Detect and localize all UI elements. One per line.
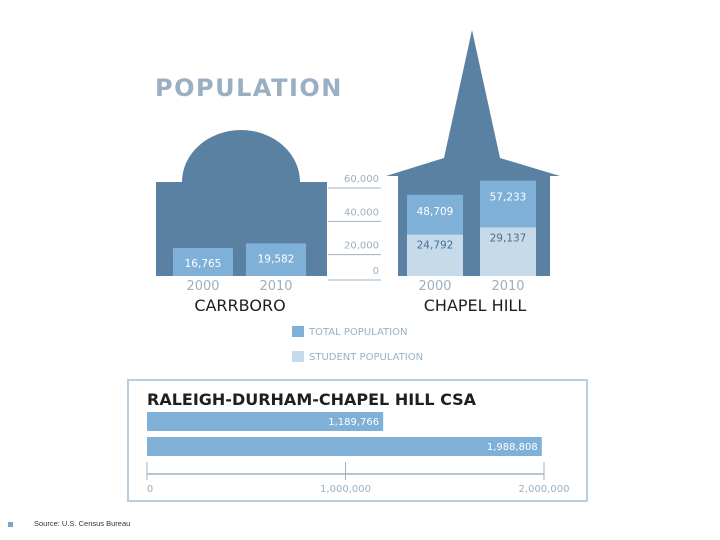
csa-panel: RALEIGH-DURHAM-CHAPEL HILL CSA 1,189,766…	[127, 379, 588, 502]
csa-bar-label: 1,189,766	[328, 417, 379, 428]
source-bullet	[8, 522, 13, 527]
y-tick-label: 60,000	[344, 174, 379, 185]
carrboro-dome	[182, 130, 300, 182]
csa-bars: 1,189,766 1,988,808	[147, 412, 542, 456]
csa-title: RALEIGH-DURHAM-CHAPEL HILL CSA	[147, 390, 477, 409]
csa-tick-label: 0	[147, 484, 153, 495]
population-bars: 16,765 19,582 48,709 57,233 24,792 29,137	[173, 180, 536, 276]
csa-panel-border	[127, 379, 588, 502]
chapel-hill-roof	[386, 158, 560, 176]
legend-total-swatch	[292, 326, 304, 337]
y-tick-label: 40,000	[344, 207, 379, 218]
csa-tick-label: 1,000,000	[320, 484, 371, 495]
student-bar	[407, 234, 463, 276]
bar-value-label: 57,233	[490, 192, 527, 204]
csa-bar	[147, 412, 384, 431]
population-y-axis: 60,000 40,000 20,000 0	[328, 174, 381, 281]
csa-bar	[147, 437, 542, 456]
year-label: 2010	[491, 279, 524, 294]
bar-value-label: 19,582	[258, 253, 295, 265]
y-tick-label: 0	[373, 266, 379, 277]
source-note: Source: U.S. Census Bureau	[34, 519, 131, 528]
bar-value-label: 29,137	[490, 232, 527, 244]
csa-bar-label: 1,988,808	[487, 442, 538, 453]
total-bar	[246, 243, 306, 276]
legend-total-label: TOTAL POPULATION	[308, 327, 407, 338]
town-name: CHAPEL HILL	[424, 296, 527, 315]
bar-value-label: 24,792	[417, 240, 454, 252]
chart-title: POPULATION	[155, 74, 343, 102]
year-label: 2000	[186, 279, 219, 294]
total-bar	[173, 248, 233, 276]
group-labels: 2000 2010 CARRBORO 2000 2010 CHAPEL HILL	[186, 279, 526, 315]
student-bar	[480, 227, 536, 276]
bar-value-label: 48,709	[417, 206, 454, 218]
legend-student-label: STUDENT POPULATION	[309, 352, 423, 363]
csa-x-axis: 0 1,000,000 2,000,000	[146, 462, 570, 495]
year-label: 2010	[259, 279, 292, 294]
y-tick-label: 20,000	[344, 241, 379, 252]
bar-value-label: 16,765	[185, 258, 222, 270]
chapel-hill-steeple	[444, 30, 500, 158]
csa-tick-label: 2,000,000	[519, 484, 570, 495]
legend: TOTAL POPULATION STUDENT POPULATION	[292, 326, 423, 363]
year-label: 2000	[418, 279, 451, 294]
legend-student-swatch	[292, 351, 304, 362]
town-name: CARRBORO	[194, 296, 285, 315]
